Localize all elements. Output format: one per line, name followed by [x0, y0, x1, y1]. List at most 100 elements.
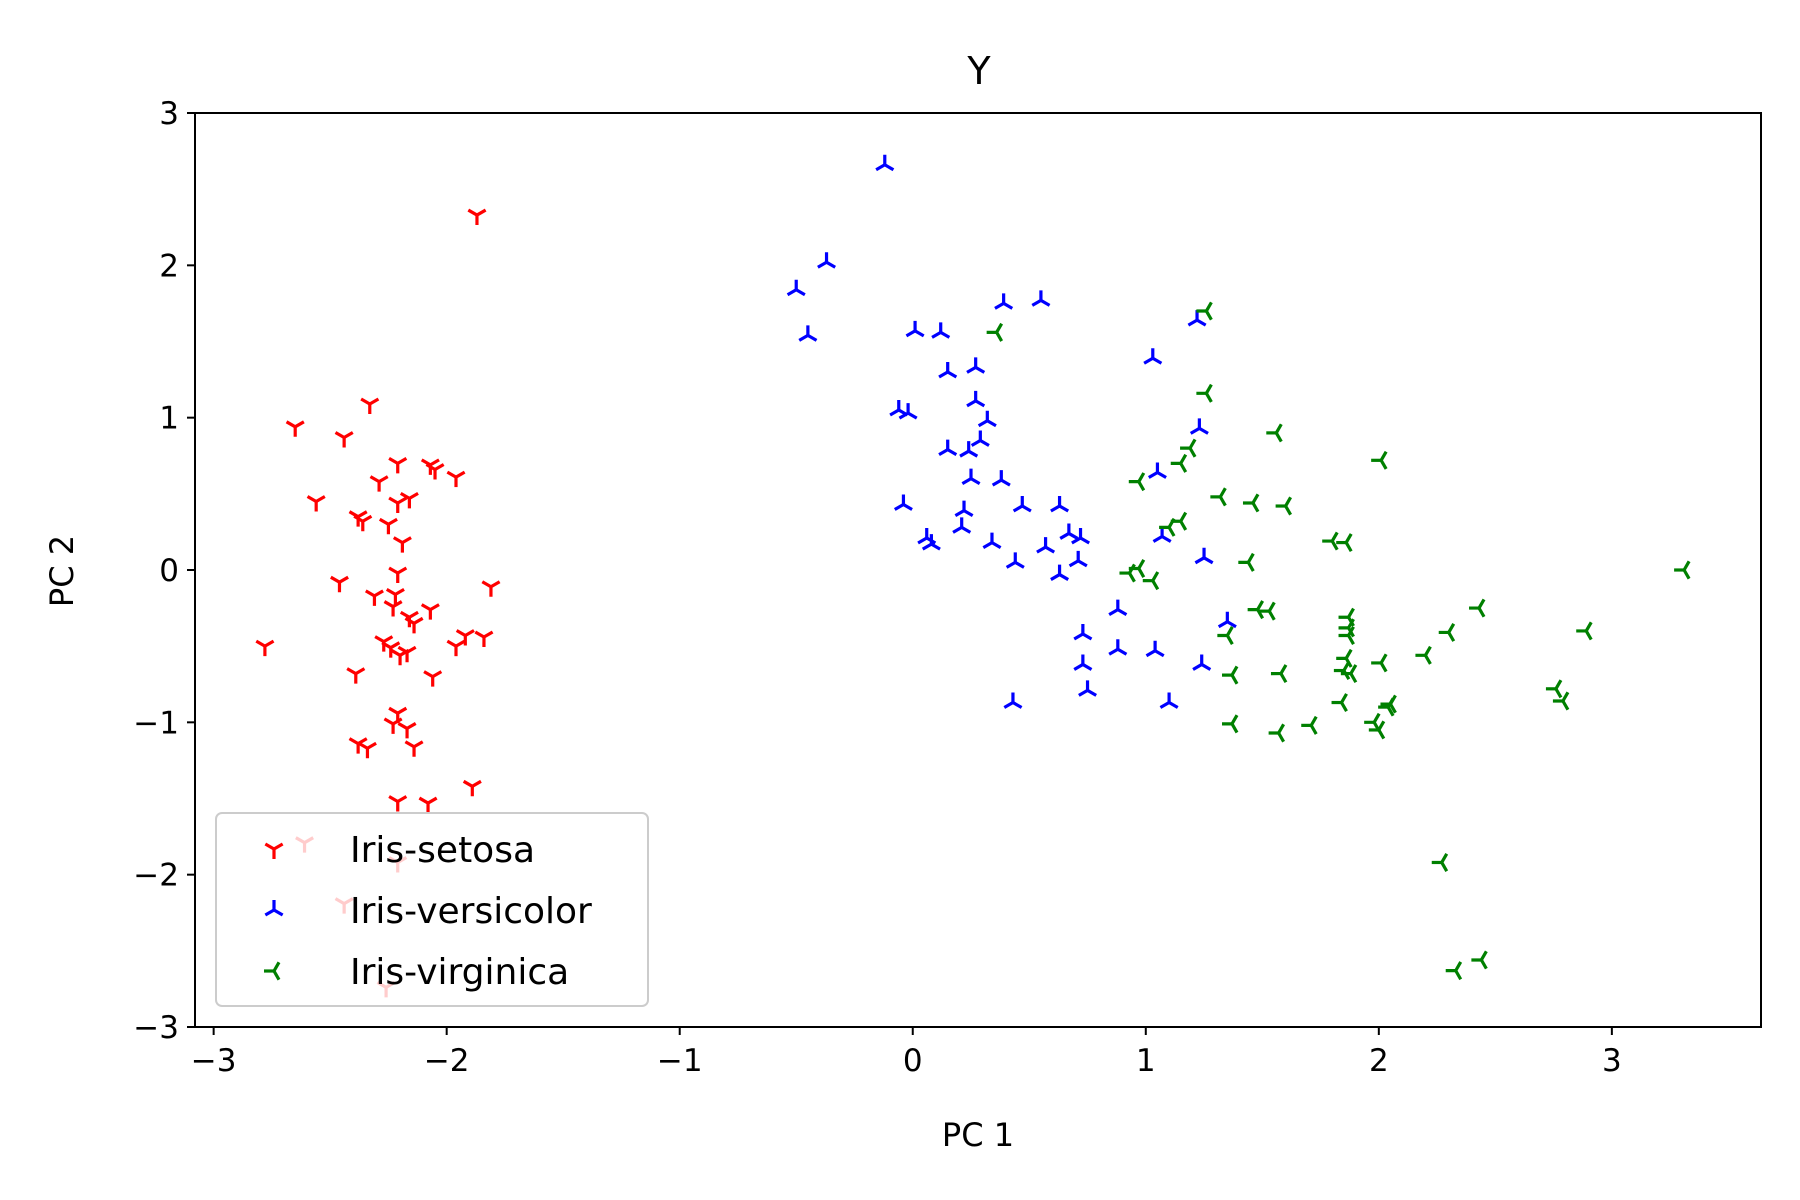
point-iris-setosa — [455, 629, 475, 646]
point-iris-setosa — [423, 670, 443, 687]
point-iris-setosa — [446, 470, 466, 488]
point-iris-versicolor — [952, 517, 972, 534]
point-iris-virginica — [1242, 493, 1260, 513]
plot-frame — [194, 112, 1762, 1028]
point-iris-virginica — [1259, 601, 1276, 621]
legend-label: Iris-versicolor — [350, 891, 592, 932]
point-iris-setosa — [397, 722, 417, 739]
point-iris-versicolor — [1108, 599, 1128, 616]
legend-marker — [264, 842, 284, 859]
x-tick-label: 0 — [903, 1043, 923, 1079]
point-iris-setosa — [385, 587, 405, 605]
point-iris-setosa — [392, 536, 412, 553]
point-iris-virginica — [1371, 450, 1388, 470]
x-tick-label: 2 — [1369, 1043, 1389, 1079]
point-iris-setosa — [446, 639, 466, 657]
point-iris-setosa — [462, 779, 482, 797]
point-iris-versicolor — [938, 439, 958, 457]
point-iris-virginica — [1196, 301, 1213, 321]
point-iris-virginica — [1170, 453, 1188, 473]
legend: Iris-setosa Iris-versicolor Iris-virginica — [215, 812, 649, 1007]
point-iris-versicolor — [982, 532, 1002, 549]
legend-marker — [264, 900, 284, 917]
point-iris-versicolor — [991, 470, 1011, 487]
legend-box — [215, 812, 649, 1007]
point-iris-setosa — [388, 795, 408, 812]
x-tick-label: −2 — [424, 1043, 470, 1079]
point-iris-setosa — [353, 514, 373, 532]
point-iris-virginica — [1270, 664, 1288, 684]
point-iris-virginica — [1268, 723, 1286, 743]
point-iris-setosa — [388, 496, 408, 513]
point-iris-virginica — [1545, 679, 1563, 699]
point-iris-setosa — [425, 463, 445, 480]
x-tick-label: 3 — [1602, 1043, 1622, 1079]
point-iris-versicolor — [1068, 550, 1088, 568]
point-iris-versicolor — [921, 534, 941, 551]
x-axis-label: PC 1 — [942, 1116, 1014, 1154]
x-tick-label: −3 — [191, 1043, 237, 1079]
point-iris-versicolor — [994, 293, 1014, 310]
point-iris-versicolor — [954, 500, 974, 517]
point-iris-setosa — [388, 566, 408, 584]
point-iris-versicolor — [1145, 640, 1165, 658]
point-iris-versicolor — [1031, 290, 1051, 307]
point-iris-virginica — [1336, 533, 1353, 553]
point-iris-versicolor — [1078, 680, 1097, 697]
point-iris-setosa — [383, 600, 403, 617]
point-iris-virginica — [1196, 383, 1213, 403]
chart-title: Y — [966, 49, 991, 93]
point-iris-setosa — [474, 630, 494, 648]
legend-label: Iris-virginica — [350, 952, 569, 993]
point-iris-setosa — [390, 648, 410, 666]
point-iris-setosa — [334, 431, 354, 448]
point-iris-versicolor — [1005, 552, 1025, 569]
point-iris-virginica — [1380, 694, 1397, 714]
y-tick-label: 3 — [159, 96, 179, 132]
point-iris-virginica — [1340, 664, 1358, 684]
point-iris-versicolor — [1189, 418, 1209, 435]
point-iris-virginica — [1210, 487, 1227, 507]
point-iris-virginica — [1159, 517, 1176, 537]
point-iris-virginica — [1142, 571, 1160, 591]
point-iris-virginica — [1338, 626, 1355, 645]
point-iris-virginica — [1247, 600, 1265, 620]
point-iris-setosa — [467, 208, 487, 226]
point-iris-setosa — [418, 796, 438, 814]
x-tick-label: −1 — [657, 1043, 703, 1079]
point-iris-setosa — [399, 492, 419, 509]
point-iris-versicolor — [961, 468, 981, 485]
legend-label: Iris-setosa — [350, 830, 535, 871]
point-iris-versicolor — [1050, 564, 1070, 581]
point-iris-setosa — [388, 456, 408, 474]
point-iris-versicolor — [1147, 462, 1167, 479]
point-iris-versicolor — [898, 403, 918, 420]
point-iris-virginica — [1445, 961, 1463, 981]
point-iris-versicolor — [1059, 523, 1079, 540]
point-iris-setosa — [346, 667, 366, 684]
x-tick-label: 1 — [1136, 1043, 1156, 1079]
point-iris-virginica — [1322, 531, 1339, 551]
point-iris-setosa — [330, 575, 349, 593]
point-iris-versicolor — [1217, 611, 1237, 629]
point-iris-versicolor — [817, 252, 836, 269]
point-iris-setosa — [378, 517, 398, 535]
point-iris-virginica — [1431, 853, 1449, 872]
point-iris-virginica — [1238, 552, 1255, 572]
axes-layer: −3 −2 −1 0 1 2 3 −3 −2 −1 0 1 2 3 — [133, 96, 1621, 1079]
point-iris-virginica — [986, 322, 1004, 342]
point-iris-setosa — [364, 589, 384, 606]
point-iris-versicolor — [1073, 623, 1093, 641]
point-iris-versicolor — [966, 390, 986, 408]
point-iris-versicolor — [1194, 547, 1214, 565]
point-iris-versicolor — [1143, 348, 1163, 365]
y-tick-label: −1 — [133, 705, 179, 741]
point-iris-virginica — [1552, 691, 1570, 711]
point-iris-setosa — [255, 639, 275, 657]
point-iris-virginica — [1217, 626, 1234, 645]
point-iris-virginica — [1180, 438, 1197, 458]
point-iris-setosa — [306, 495, 326, 512]
point-iris-setosa — [357, 741, 377, 759]
point-iris-virginica — [1469, 598, 1486, 618]
